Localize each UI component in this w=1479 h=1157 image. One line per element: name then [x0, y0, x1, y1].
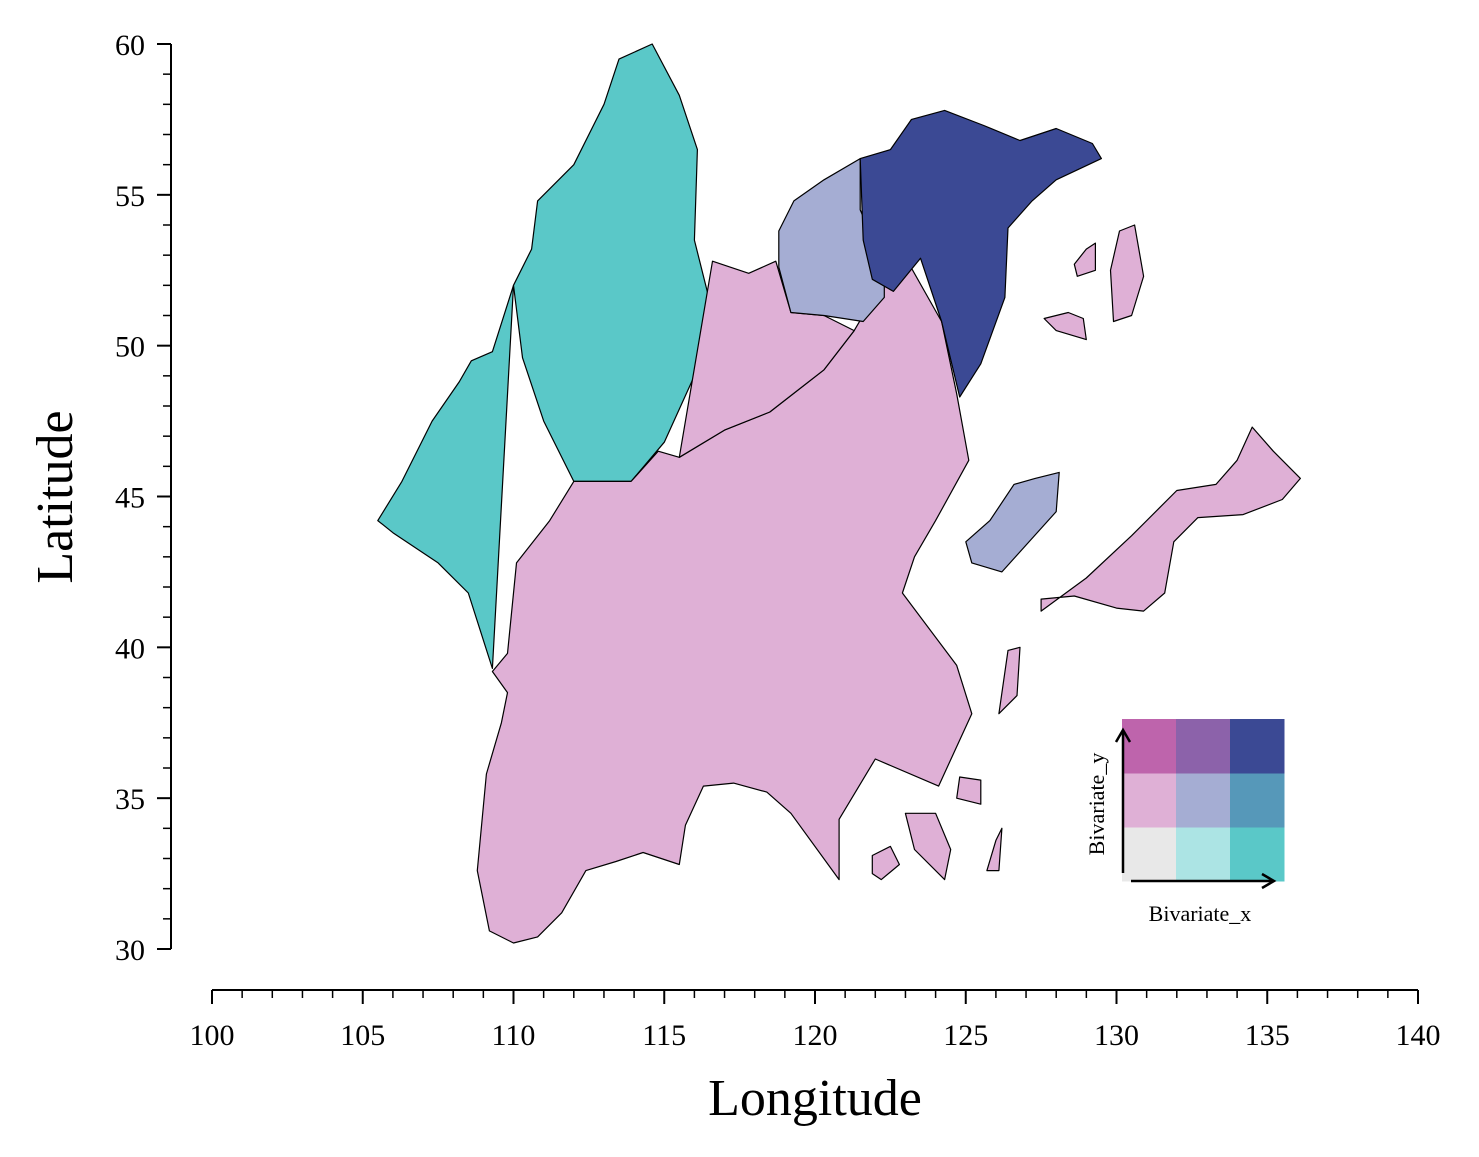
x-axis: 100 105 110 115 120 125 130 135 140 [190, 989, 1441, 1052]
region-island-small-3 [998, 646, 1021, 715]
region-northwest-b [512, 43, 711, 482]
region-island-small-5 [904, 812, 952, 881]
region-island-lavender [965, 471, 1060, 573]
legend-cell [1230, 827, 1285, 882]
y-ticks: 30 35 40 45 50 55 60 [115, 29, 171, 967]
y-tick-label: 55 [115, 180, 145, 213]
x-tick-label: 135 [1245, 1019, 1290, 1052]
x-tick-label: 120 [793, 1019, 838, 1052]
legend-cell [1230, 773, 1285, 828]
legend-y-label: Bivariate_y [1084, 753, 1109, 856]
legend-y-arrowhead [1114, 727, 1132, 743]
y-axis: 30 35 40 45 50 55 60 [115, 29, 172, 967]
x-tick-label: 115 [642, 1019, 686, 1052]
y-tick-label: 45 [115, 482, 145, 515]
x-axis-title: Longitude [708, 1070, 922, 1127]
legend-cell [1176, 827, 1231, 882]
region-far-northeast [859, 109, 1102, 398]
legend-grid [1122, 719, 1285, 882]
region-northwest-a [377, 284, 515, 670]
y-tick-label: 35 [115, 783, 145, 816]
y-axis-title: Latitude [27, 410, 84, 583]
y-tick-label: 30 [115, 934, 145, 967]
x-tick-label: 130 [1094, 1019, 1139, 1052]
bivariate-legend: Bivariate_x Bivariate_y [1084, 719, 1285, 926]
y-tick-label: 40 [115, 632, 145, 665]
region-island-north-east [1109, 224, 1145, 323]
legend-cell [1176, 719, 1231, 774]
region-island-east [1040, 426, 1301, 612]
y-tick-label: 50 [115, 331, 145, 364]
x-tick-label: 110 [492, 1019, 536, 1052]
x-tick-label: 140 [1396, 1019, 1441, 1052]
region-island-small-2 [1043, 311, 1087, 341]
legend-x-label: Bivariate_x [1149, 901, 1252, 926]
x-ticks: 100 105 110 115 120 125 130 135 140 [190, 990, 1441, 1052]
legend-cell [1230, 719, 1285, 774]
x-tick-label: 105 [340, 1019, 385, 1052]
x-tick-label: 100 [190, 1019, 235, 1052]
region-island-small-1 [1073, 242, 1096, 277]
legend-cell [1122, 719, 1177, 774]
region-island-small-4 [956, 776, 982, 805]
legend-cell [1176, 773, 1231, 828]
legend-x-arrowhead [1261, 872, 1277, 890]
region-island-small-7 [986, 827, 1003, 872]
map-regions [377, 43, 1301, 944]
region-island-small-6 [871, 845, 900, 881]
x-tick-label: 125 [943, 1019, 988, 1052]
legend-cell [1122, 827, 1177, 882]
legend-cell [1122, 773, 1177, 828]
y-tick-label: 60 [115, 29, 145, 62]
